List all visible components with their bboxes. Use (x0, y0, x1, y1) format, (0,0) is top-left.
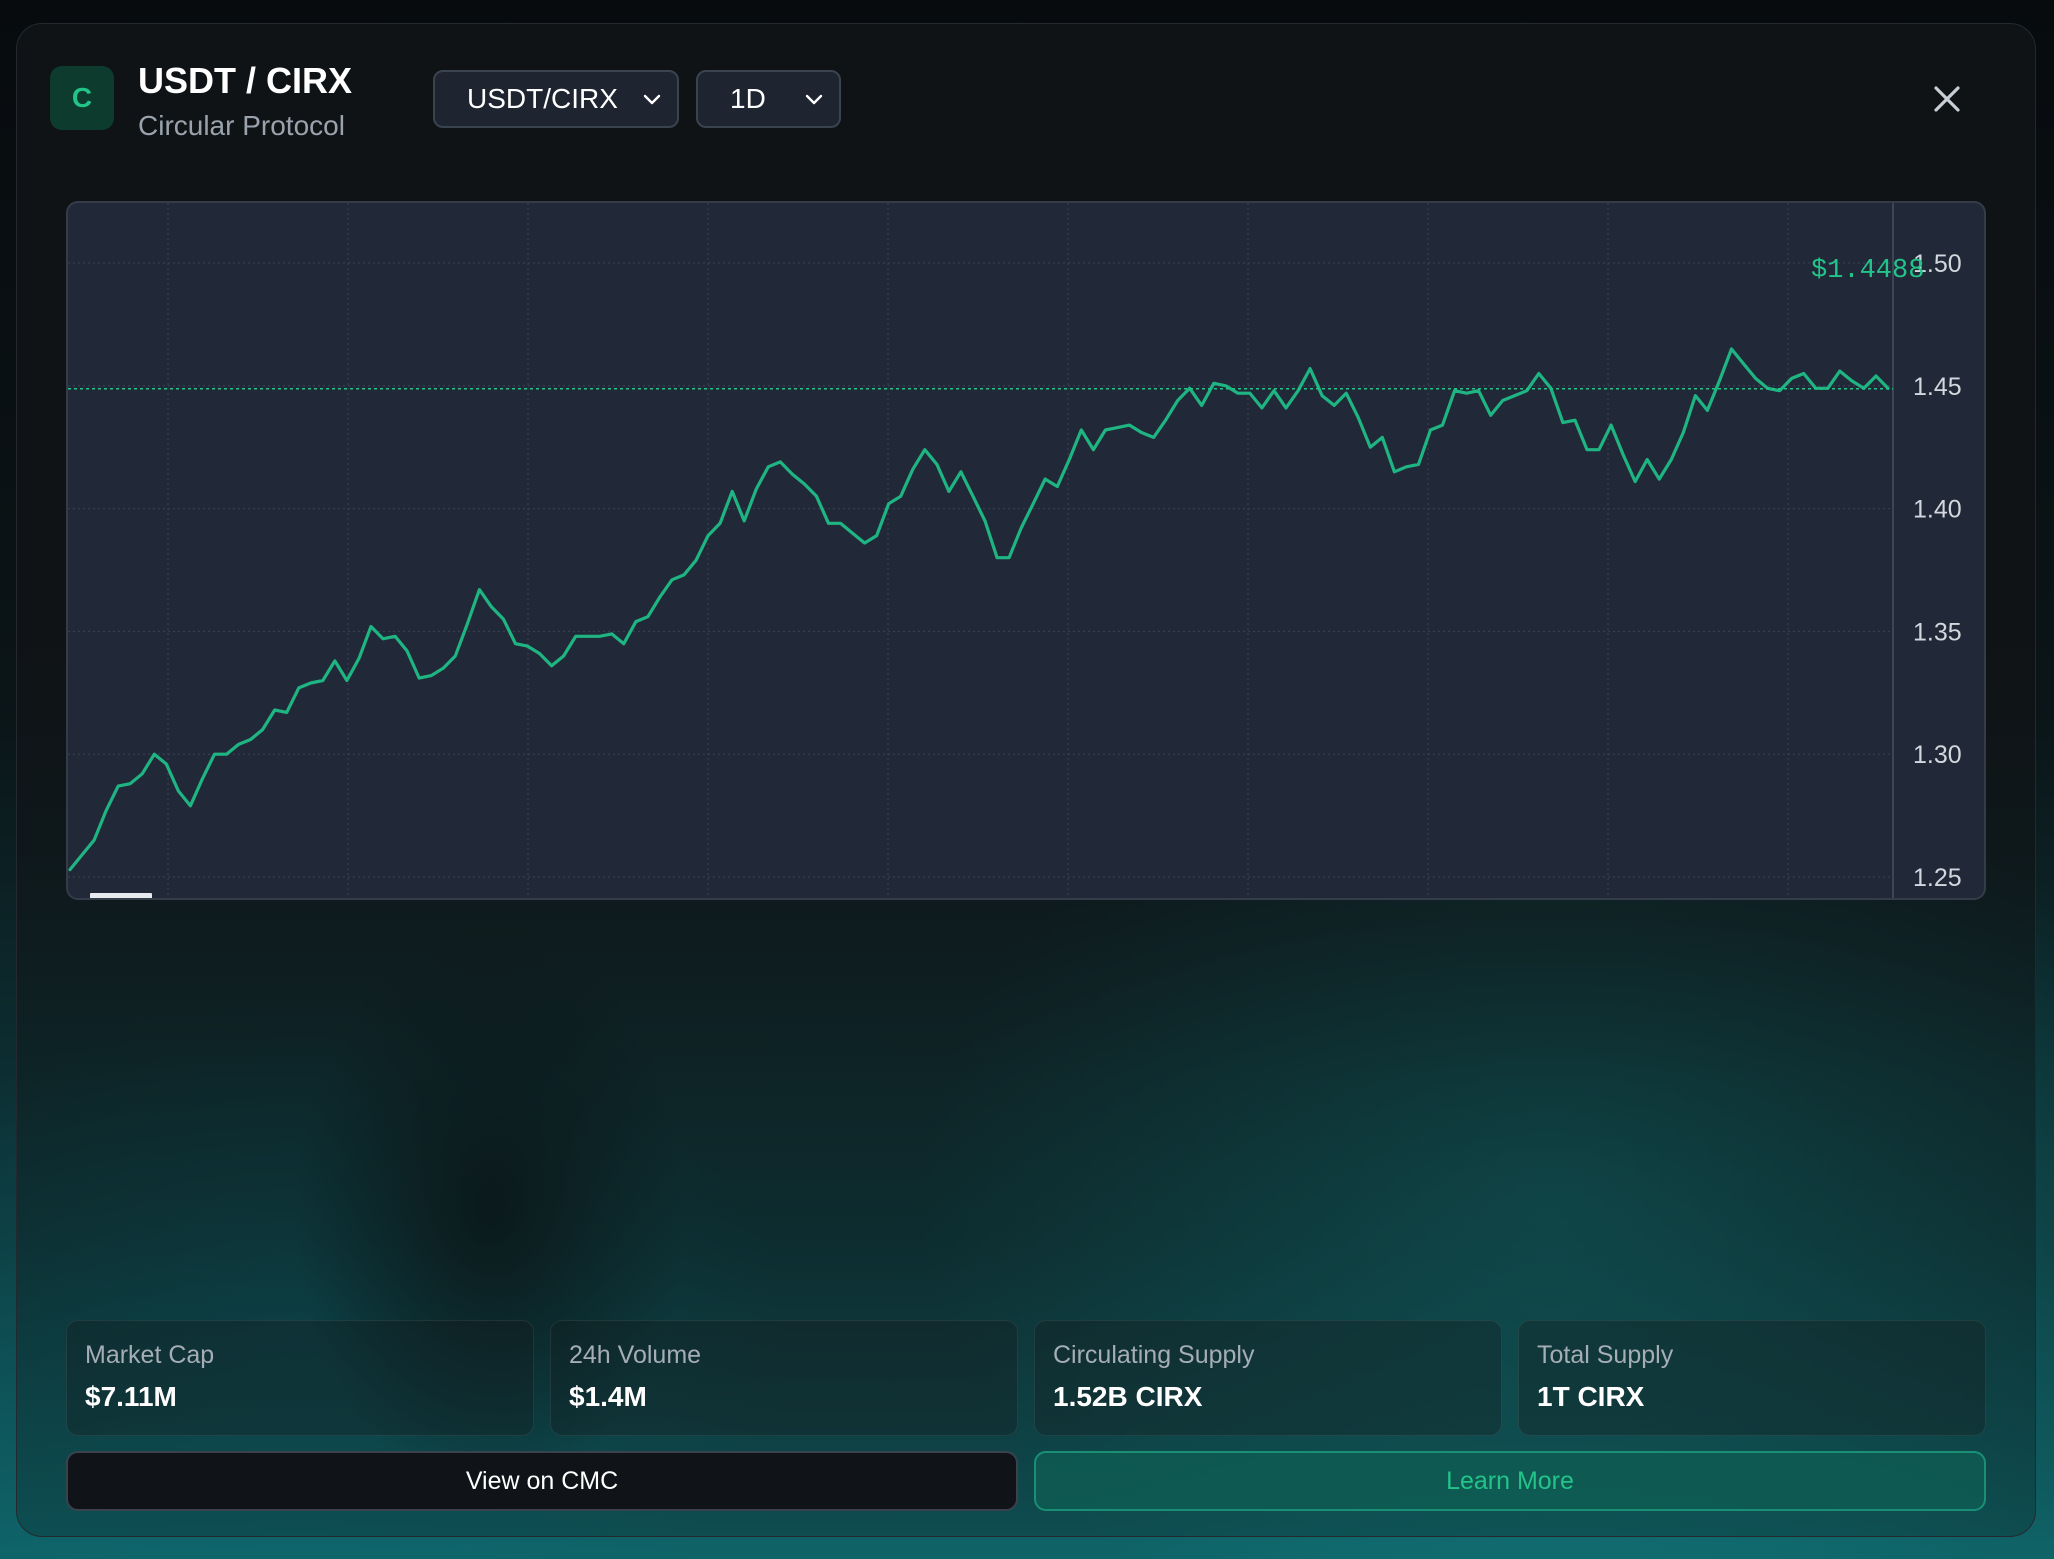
stat-value: 1T CIRX (1537, 1381, 1645, 1412)
pair-title: USDT / CIRX (138, 60, 353, 101)
stat-label: Circulating Supply (1053, 1341, 1255, 1369)
stat-card-total-supply: Total Supply 1T CIRX (1518, 1320, 1986, 1436)
y-tick-label: 1.50 (1913, 250, 1962, 278)
interval-select-value: 1D (730, 83, 766, 114)
y-tick-label: 1.30 (1913, 741, 1962, 769)
y-tick-label: 1.40 (1913, 496, 1962, 524)
chart-provider-logo (90, 893, 152, 898)
chevron-down-icon (643, 94, 661, 105)
stat-value: $1.4M (569, 1381, 647, 1412)
modal-header: C USDT / CIRX Circular Protocol USDT/CIR… (50, 60, 1970, 160)
price-chart[interactable]: 1.50 1.45 1.40 1.35 1.30 1.25 $1.4488 (66, 201, 1986, 900)
pair-subtitle: Circular Protocol (138, 110, 345, 141)
stat-value: $7.11M (85, 1381, 177, 1412)
stat-card-24h-volume: 24h Volume $1.4M (550, 1320, 1018, 1436)
stat-label: Market Cap (85, 1341, 215, 1369)
chevron-down-icon (805, 94, 823, 105)
stat-card-circulating-supply: Circulating Supply 1.52B CIRX (1034, 1320, 1502, 1436)
learn-more-button[interactable]: Learn More (1034, 1451, 1986, 1511)
current-price-label: $1.4488 (1811, 256, 1924, 286)
close-icon (1934, 86, 1960, 112)
price-chart-svg: 1.50 1.45 1.40 1.35 1.30 1.25 $1.4488 (68, 203, 1962, 898)
price-series-line (68, 347, 1890, 872)
pair-select[interactable]: USDT/CIRX (433, 70, 679, 128)
stat-label: 24h Volume (569, 1341, 702, 1369)
interval-select[interactable]: 1D (696, 70, 841, 128)
y-tick-label: 1.25 (1913, 864, 1962, 892)
stat-label: Total Supply (1537, 1341, 1674, 1369)
pair-select-value: USDT/CIRX (467, 83, 618, 114)
y-tick-label: 1.45 (1913, 373, 1962, 401)
stat-card-market-cap: Market Cap $7.11M (66, 1320, 534, 1436)
stat-value: 1.52B CIRX (1053, 1381, 1203, 1412)
y-tick-label: 1.35 (1913, 618, 1962, 646)
view-on-cmc-button[interactable]: View on CMC (66, 1451, 1018, 1511)
close-button[interactable] (1924, 76, 1970, 122)
token-stats: Market Cap $7.11M 24h Volume $1.4M Circu… (66, 1320, 1986, 1436)
token-icon: C (50, 66, 114, 130)
